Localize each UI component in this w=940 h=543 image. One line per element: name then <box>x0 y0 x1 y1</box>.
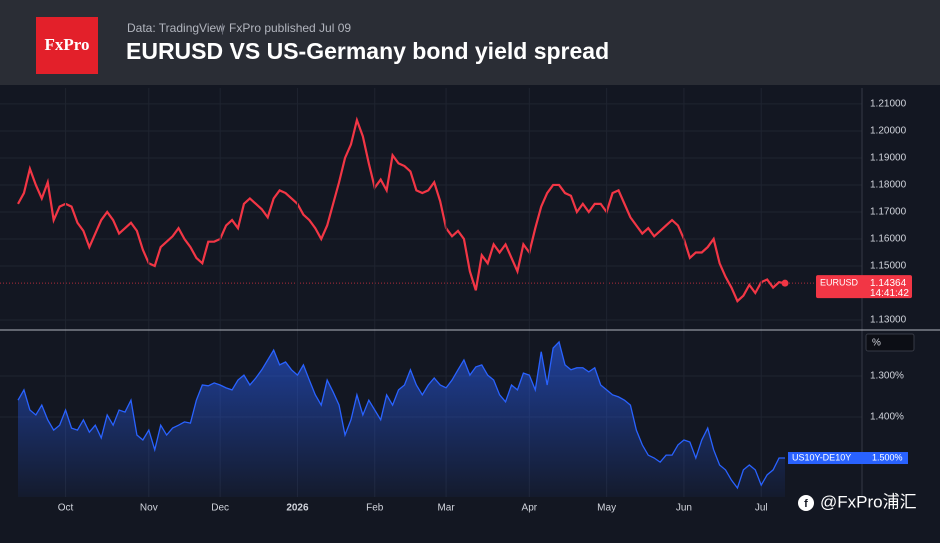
y-tick-label: 1.17000 <box>870 207 907 218</box>
unit-box <box>865 333 915 352</box>
last-value-label: 1.14364 <box>870 278 907 289</box>
x-tick-label: May <box>597 503 616 514</box>
x-tick-label: Apr <box>522 503 538 514</box>
y-tick-label: 1.20000 <box>870 126 907 137</box>
logo-box <box>36 17 98 74</box>
unit: % <box>872 338 881 349</box>
y-tick-label: 1.18000 <box>870 180 907 191</box>
series-name: EURUSD <box>820 278 859 288</box>
logo: FxPro <box>44 35 89 54</box>
x-tick-label: 2026 <box>286 503 309 514</box>
x-tick-label: Mar <box>437 503 455 514</box>
fb-icon <box>798 495 814 511</box>
separator: | <box>221 21 224 35</box>
series-name: US10Y-DE10Y <box>792 452 851 462</box>
x-tick-label: Jul <box>755 503 768 514</box>
line <box>17 340 785 490</box>
x-tick-label: Feb <box>366 503 384 514</box>
line <box>17 116 786 303</box>
y-tick-label: 1.300% <box>870 371 904 382</box>
x-tick-label: Oct <box>58 503 74 514</box>
last-value-box <box>788 452 908 465</box>
y-tick-label: 1.16000 <box>870 234 907 245</box>
fb-icon-letter: f <box>804 498 808 510</box>
published: FxPro published Jul 09 <box>229 21 351 35</box>
area <box>18 341 785 497</box>
x-tick-label: Jun <box>676 503 692 514</box>
last-value-label: 1.500% <box>872 452 903 462</box>
y-tick-label: 1.400% <box>870 412 904 423</box>
title: EURUSD VS US-Germany bond yield spread <box>126 38 609 64</box>
y-tick-label: 1.13000 <box>870 315 907 326</box>
x-tick-label: Dec <box>211 503 229 514</box>
source: Data: TradingView <box>127 21 225 35</box>
last-value-box <box>816 275 912 299</box>
y-tick-label: 1.19000 <box>870 153 907 164</box>
last-point <box>781 279 789 287</box>
last-time-label: 14:41:42 <box>870 288 909 299</box>
header-band <box>0 0 940 85</box>
y-tick-label: 1.15000 <box>870 261 907 272</box>
x-tick-label: Nov <box>140 503 158 514</box>
watermark: @FxPro浦汇 <box>820 492 917 511</box>
y-tick-label: 1.21000 <box>870 99 907 110</box>
